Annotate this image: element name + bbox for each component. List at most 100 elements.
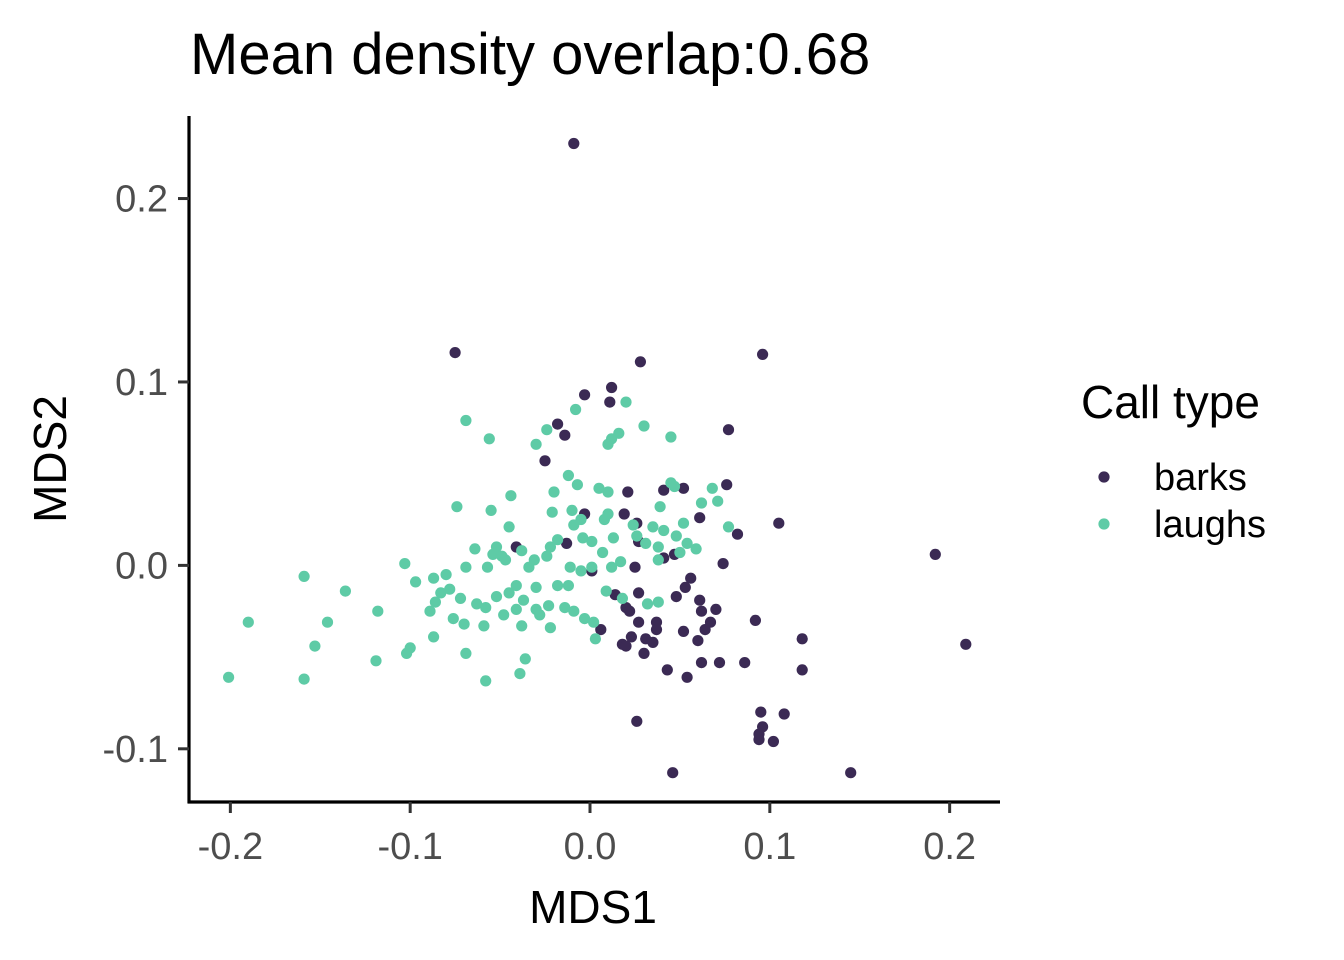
point-laughs-69 xyxy=(428,572,440,584)
point-laughs-83 xyxy=(616,592,629,605)
point-laughs-86 xyxy=(471,598,483,610)
point-laughs-89 xyxy=(652,596,664,608)
point-laughs-4 xyxy=(541,424,553,436)
point-laughs-10 xyxy=(602,438,614,450)
point-laughs-13 xyxy=(593,482,605,494)
point-barks-30 xyxy=(685,572,697,584)
legend-label-barks: barks xyxy=(1154,457,1247,499)
point-laughs-97 xyxy=(498,609,510,621)
point-laughs-114 xyxy=(370,655,382,667)
point-laughs-26 xyxy=(566,504,578,516)
y-tick-label: 0.0 xyxy=(115,545,168,587)
point-barks-11 xyxy=(721,479,733,491)
point-barks-27 xyxy=(717,558,729,570)
point-barks-34 xyxy=(694,594,706,606)
point-laughs-71 xyxy=(410,576,422,588)
point-laughs-72 xyxy=(510,580,522,592)
points-layer xyxy=(223,137,972,779)
point-laughs-74 xyxy=(552,580,564,592)
point-laughs-108 xyxy=(428,631,440,643)
point-barks-0 xyxy=(568,137,580,150)
point-laughs-92 xyxy=(559,602,571,614)
point-laughs-65 xyxy=(606,561,618,573)
point-laughs-46 xyxy=(652,541,664,553)
point-barks-63 xyxy=(755,706,767,718)
point-laughs-27 xyxy=(598,513,611,526)
point-laughs-73 xyxy=(562,580,575,592)
point-barks-5 xyxy=(579,389,591,401)
point-laughs-106 xyxy=(516,620,528,632)
point-laughs-115 xyxy=(519,653,531,665)
point-barks-22 xyxy=(561,537,573,550)
point-laughs-107 xyxy=(544,622,557,634)
point-barks-50 xyxy=(647,636,659,649)
point-laughs-50 xyxy=(674,546,686,559)
point-laughs-20 xyxy=(451,501,463,513)
x-axis-title: MDS1 xyxy=(529,881,657,933)
point-laughs-81 xyxy=(490,591,503,603)
point-laughs-9 xyxy=(530,438,542,450)
point-barks-55 xyxy=(960,638,972,650)
point-laughs-102 xyxy=(321,616,334,628)
point-barks-12 xyxy=(622,486,634,498)
point-laughs-51 xyxy=(597,546,609,559)
point-barks-69 xyxy=(767,735,780,748)
point-laughs-100 xyxy=(588,616,600,628)
point-barks-47 xyxy=(595,624,607,636)
point-barks-49 xyxy=(625,631,638,643)
point-laughs-63 xyxy=(564,561,576,573)
point-laughs-68 xyxy=(440,569,452,581)
point-laughs-85 xyxy=(429,596,441,608)
point-laughs-44 xyxy=(552,534,564,546)
point-laughs-94 xyxy=(641,598,654,610)
point-laughs-48 xyxy=(690,543,702,555)
point-laughs-80 xyxy=(600,585,612,597)
point-barks-39 xyxy=(710,603,722,616)
point-barks-20 xyxy=(731,528,744,540)
point-barks-58 xyxy=(713,657,726,669)
point-barks-8 xyxy=(559,429,571,441)
point-barks-14 xyxy=(677,482,690,494)
point-barks-38 xyxy=(624,605,636,617)
point-laughs-52 xyxy=(516,545,528,557)
point-laughs-3 xyxy=(638,420,650,432)
point-laughs-22 xyxy=(695,497,708,509)
point-laughs-35 xyxy=(722,521,735,533)
point-barks-41 xyxy=(633,616,645,628)
point-laughs-24 xyxy=(546,506,558,518)
point-laughs-37 xyxy=(631,530,643,542)
point-laughs-17 xyxy=(668,480,681,493)
point-laughs-57 xyxy=(652,554,664,566)
point-laughs-88 xyxy=(543,600,555,612)
point-laughs-105 xyxy=(478,620,490,632)
point-laughs-38 xyxy=(670,530,682,542)
point-laughs-2 xyxy=(460,414,472,427)
chart-title: Mean density overlap:0.68 xyxy=(190,22,870,87)
point-laughs-21 xyxy=(505,490,517,502)
point-laughs-36 xyxy=(658,524,670,537)
point-laughs-116 xyxy=(514,668,526,680)
point-laughs-30 xyxy=(647,521,659,533)
point-laughs-23 xyxy=(712,495,724,507)
point-laughs-109 xyxy=(309,640,321,652)
point-laughs-58 xyxy=(615,556,627,568)
point-laughs-119 xyxy=(480,675,492,687)
point-laughs-32 xyxy=(503,521,515,533)
point-barks-59 xyxy=(739,657,751,669)
point-barks-17 xyxy=(773,517,785,529)
point-laughs-41 xyxy=(607,532,620,544)
point-barks-62 xyxy=(681,671,693,683)
x-tick-label: -0.2 xyxy=(198,826,263,868)
point-laughs-62 xyxy=(460,561,472,573)
y-axis-ticks: -0.1 0.0 0.1 0.2 xyxy=(103,179,189,771)
point-barks-56 xyxy=(638,647,650,660)
point-barks-2 xyxy=(757,348,769,360)
point-laughs-98 xyxy=(534,609,546,621)
point-laughs-66 xyxy=(523,561,535,573)
point-laughs-49 xyxy=(469,543,481,555)
point-laughs-113 xyxy=(460,647,472,660)
point-laughs-101 xyxy=(447,613,459,625)
point-laughs-70 xyxy=(298,570,310,583)
point-barks-1 xyxy=(449,347,461,359)
point-barks-24 xyxy=(929,548,941,561)
